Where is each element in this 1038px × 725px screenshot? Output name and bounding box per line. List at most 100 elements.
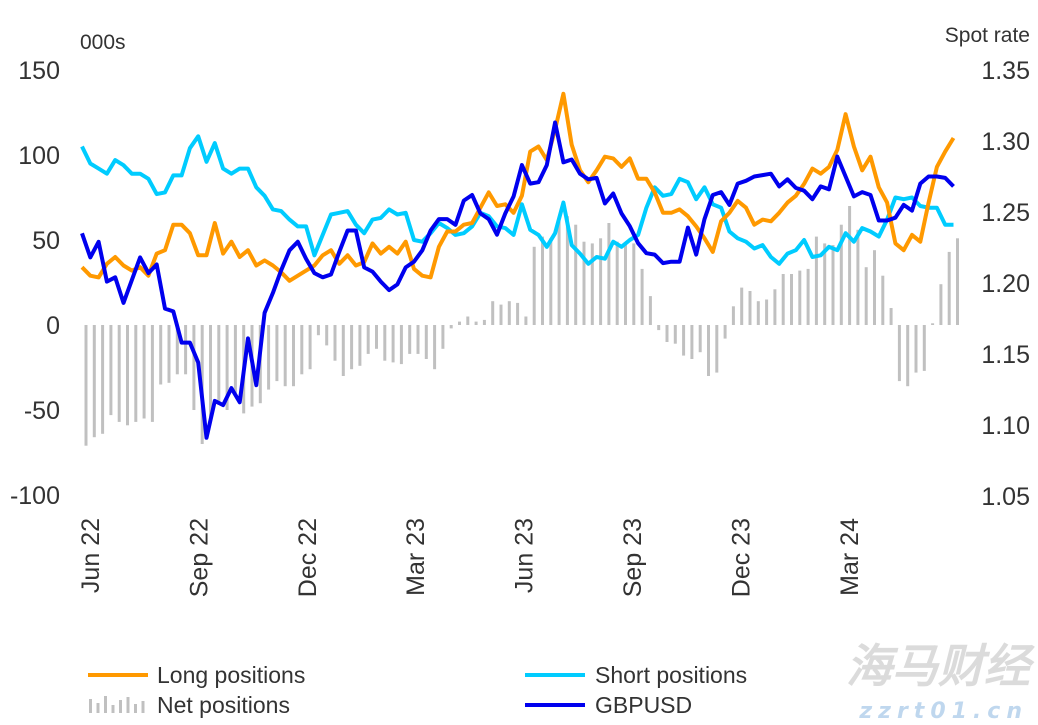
net-positions-bar bbox=[532, 246, 536, 325]
net-positions-bar bbox=[848, 206, 852, 325]
net-positions-bar bbox=[184, 325, 188, 375]
net-positions-bar bbox=[922, 325, 926, 371]
left-axis-tick-label: 0 bbox=[46, 312, 60, 340]
long-positions-line bbox=[80, 91, 956, 283]
net-positions-bar bbox=[375, 325, 378, 349]
net-positions-bar bbox=[350, 325, 354, 370]
net-positions-bar bbox=[449, 325, 453, 329]
x-axis-tick-label: Dec 23 bbox=[727, 518, 755, 597]
net-positions-bar bbox=[391, 325, 395, 363]
net-positions-bar bbox=[541, 236, 544, 325]
legend-net-bar bbox=[141, 701, 145, 713]
net-positions-bar bbox=[524, 316, 528, 325]
net-positions-bar bbox=[806, 268, 810, 325]
x-axis-tick-label: Mar 24 bbox=[836, 518, 864, 596]
gbpusd-line bbox=[80, 120, 955, 440]
net-positions-bar bbox=[773, 289, 777, 325]
left-axis-tick-label: 100 bbox=[18, 142, 60, 170]
short-positions-line bbox=[80, 134, 954, 266]
net-positions-bar bbox=[482, 319, 486, 325]
net-positions-bar bbox=[947, 251, 951, 325]
legend-long-label: Long positions bbox=[157, 662, 305, 688]
net-positions-bar bbox=[839, 224, 843, 325]
net-positions-bar bbox=[781, 274, 785, 325]
net-positions-bar bbox=[574, 224, 578, 325]
legend-gbpusd-label: GBPUSD bbox=[595, 692, 692, 718]
watermark-logo: 海马财经 zzrt01.cn bbox=[846, 639, 1035, 724]
net-positions-bar bbox=[499, 304, 503, 325]
left-axis-tick-label: 50 bbox=[32, 227, 60, 255]
net-positions-bar bbox=[333, 325, 337, 361]
net-positions-bar bbox=[914, 325, 918, 373]
net-positions-bar bbox=[698, 325, 702, 353]
net-positions-bar bbox=[416, 325, 420, 354]
net-positions-bar bbox=[408, 325, 412, 354]
net-positions-bar bbox=[897, 325, 901, 382]
net-positions-bars bbox=[84, 206, 959, 446]
net-positions-bar bbox=[931, 323, 935, 325]
net-positions-bar bbox=[731, 306, 735, 325]
net-positions-bar bbox=[424, 325, 428, 359]
legend-net-bar bbox=[89, 699, 92, 713]
x-axis-tick-label: Jun 23 bbox=[511, 518, 539, 593]
right-axis-tick-label: 1.15 bbox=[981, 341, 1030, 369]
net-positions-bar bbox=[466, 316, 470, 325]
left-axis-tick-label: -50 bbox=[24, 397, 60, 425]
net-positions-bar bbox=[690, 325, 694, 359]
net-positions-bar bbox=[765, 299, 769, 325]
net-positions-bar bbox=[640, 268, 644, 325]
net-positions-bar bbox=[325, 325, 329, 346]
net-positions-bar bbox=[275, 325, 279, 382]
net-positions-bar bbox=[101, 325, 105, 434]
watermark-url: zzrt01.cn bbox=[858, 699, 1028, 724]
right-axis-tick-label: 1.35 bbox=[981, 57, 1030, 85]
net-positions-bar bbox=[707, 325, 710, 376]
net-positions-bar bbox=[300, 325, 304, 375]
legend-net-bar bbox=[111, 705, 115, 713]
net-positions-bar bbox=[491, 301, 495, 325]
net-positions-bar bbox=[92, 325, 96, 438]
right-axis-tick-label: 1.05 bbox=[981, 483, 1030, 511]
left-axis-tick-label: 150 bbox=[18, 57, 60, 85]
net-positions-bar bbox=[267, 325, 271, 390]
net-positions-bar bbox=[134, 325, 138, 422]
net-positions-bar bbox=[673, 325, 677, 344]
net-positions-bar bbox=[109, 325, 113, 416]
net-positions-bar bbox=[225, 325, 229, 410]
net-positions-bar bbox=[624, 245, 627, 325]
net-positions-bar bbox=[84, 325, 88, 446]
net-positions-bar bbox=[723, 325, 727, 339]
net-positions-bar bbox=[233, 325, 237, 393]
right-axis-tick-label: 1.10 bbox=[981, 412, 1030, 440]
legend-net-bar bbox=[104, 696, 107, 713]
net-positions-bar bbox=[939, 284, 943, 325]
net-positions-bar bbox=[433, 325, 437, 370]
net-positions-bar bbox=[814, 236, 818, 325]
left-axis-unit: 000s bbox=[80, 31, 126, 54]
net-positions-bar bbox=[856, 229, 860, 325]
net-positions-bar bbox=[823, 243, 827, 325]
net-positions-bar bbox=[507, 301, 511, 325]
net-positions-bar bbox=[582, 241, 586, 325]
net-positions-bar bbox=[516, 302, 520, 325]
net-positions-bar bbox=[399, 325, 403, 365]
net-positions-bar bbox=[906, 325, 910, 387]
net-positions-bar bbox=[175, 325, 179, 375]
net-positions-bar bbox=[167, 325, 171, 383]
net-positions-bar bbox=[126, 325, 129, 426]
x-axis-tick-label: Sep 23 bbox=[619, 518, 647, 597]
left-axis-tick-label: -100 bbox=[10, 482, 60, 510]
net-positions-bar bbox=[142, 325, 146, 419]
net-positions-bar bbox=[565, 216, 569, 325]
net-positions-bar bbox=[366, 325, 370, 354]
net-positions-bar bbox=[557, 221, 561, 325]
net-positions-bar bbox=[316, 325, 320, 336]
left-axis: 150 100 50 0 -50 -100 bbox=[10, 57, 60, 510]
net-positions-bar bbox=[756, 301, 760, 325]
net-positions-bar bbox=[209, 325, 212, 419]
net-positions-bar bbox=[881, 275, 885, 325]
legend-net-bar bbox=[96, 703, 100, 713]
net-positions-bar bbox=[549, 238, 553, 325]
net-positions-bar bbox=[292, 325, 295, 387]
